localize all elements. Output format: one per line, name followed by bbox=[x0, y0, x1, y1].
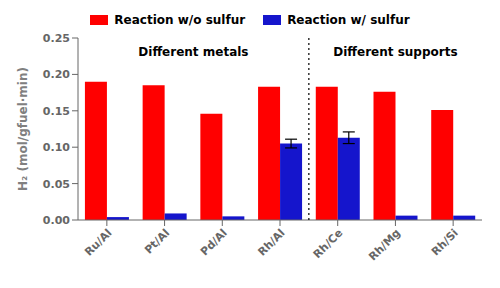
svg-text:Rh/Si: Rh/Si bbox=[429, 226, 461, 258]
svg-text:H₂ (mol/gfuel·min): H₂ (mol/gfuel·min) bbox=[16, 67, 30, 191]
svg-text:Rh/Mg: Rh/Mg bbox=[366, 226, 403, 263]
svg-text:Ru/Al: Ru/Al bbox=[82, 226, 114, 258]
svg-text:Pd/Al: Pd/Al bbox=[198, 226, 230, 258]
svg-text:0.25: 0.25 bbox=[43, 32, 70, 45]
svg-text:0.20: 0.20 bbox=[43, 68, 70, 81]
svg-text:Different metals: Different metals bbox=[138, 45, 248, 59]
svg-text:0.10: 0.10 bbox=[43, 141, 70, 154]
svg-text:Pt/Al: Pt/Al bbox=[142, 226, 172, 256]
svg-text:Rh/Al: Rh/Al bbox=[255, 226, 287, 258]
svg-text:0.00: 0.00 bbox=[43, 214, 70, 227]
svg-text:0.15: 0.15 bbox=[43, 105, 70, 118]
html-text:Reaction w/ sulfur: Reaction w/ sulfur bbox=[287, 13, 410, 27]
html-text:Reaction w/o sulfur: Reaction w/o sulfur bbox=[114, 13, 246, 27]
svg-text:Rh/Ce: Rh/Ce bbox=[311, 226, 346, 261]
svg-text:0.05: 0.05 bbox=[43, 178, 70, 191]
svg-text:Different supports: Different supports bbox=[333, 45, 457, 59]
